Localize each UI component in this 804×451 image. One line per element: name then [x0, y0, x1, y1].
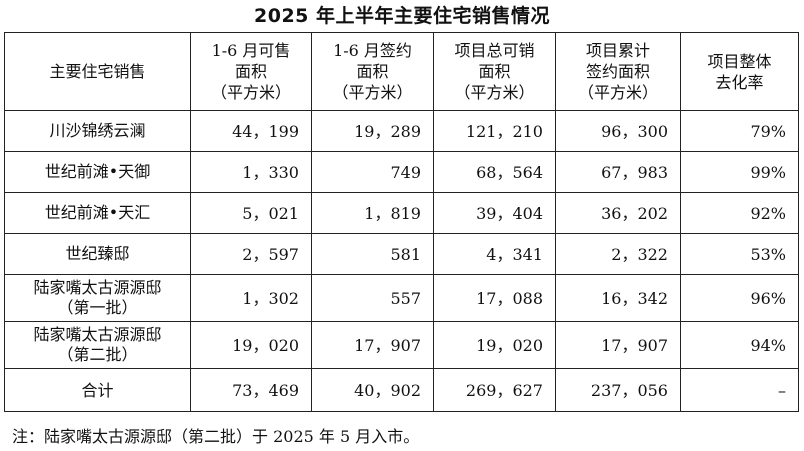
total-cumulative-area: 237，056	[555, 368, 681, 412]
rate-cell: 99%	[680, 151, 799, 193]
table-row: 陆家嘴太古源源邸 （第二批） 19，020 17，907 19，020 17，9…	[4, 321, 799, 369]
project-name: 陆家嘴太古源源邸 （第一批）	[4, 274, 191, 322]
total-area-cell: 68，564	[433, 151, 556, 193]
rate-cell: 53%	[680, 233, 799, 275]
project-name: 世纪臻邸	[4, 233, 191, 275]
total-area-cell: 121，210	[433, 110, 556, 152]
project-name: 世纪前滩•天汇	[4, 192, 191, 234]
header-total-sellable-area: 项目总可销 面积 （平方米）	[433, 32, 556, 111]
total-rate: –	[680, 368, 799, 412]
project-name: 川沙锦绣云澜	[4, 110, 191, 152]
rate-cell: 96%	[680, 274, 799, 322]
available-area-cell: 19，020	[190, 321, 312, 369]
page-title: 2025 年上半年主要住宅销售情况	[254, 5, 550, 27]
signed-area-cell: 557	[311, 274, 434, 322]
table-header-row: 主要住宅销售 1-6 月可售 面积 （平方米） 1-6 月签约 面积 （平方米）…	[4, 32, 799, 111]
cumulative-area-cell: 16，342	[555, 274, 681, 322]
header-cumulative-signed-area: 项目累计 签约面积 （平方米）	[555, 32, 681, 111]
header-sell-through-rate: 项目整体 去化率	[680, 32, 799, 111]
available-area-cell: 44，199	[190, 110, 312, 152]
total-label: 合计	[4, 368, 191, 412]
cumulative-area-cell: 17，907	[555, 321, 681, 369]
header-available-area: 1-6 月可售 面积 （平方米）	[190, 32, 312, 111]
table-row: 世纪臻邸 2，597 581 4，341 2，322 53%	[4, 233, 799, 275]
header-project: 主要住宅销售	[4, 32, 191, 111]
cumulative-area-cell: 96，300	[555, 110, 681, 152]
project-name: 世纪前滩•天御	[4, 151, 191, 193]
signed-area-cell: 749	[311, 151, 434, 193]
rate-cell: 79%	[680, 110, 799, 152]
sales-table: 主要住宅销售 1-6 月可售 面积 （平方米） 1-6 月签约 面积 （平方米）…	[4, 32, 799, 412]
signed-area-cell: 1，819	[311, 192, 434, 234]
rate-cell: 92%	[680, 192, 799, 234]
total-available-area: 73，469	[190, 368, 312, 412]
signed-area-cell: 19，289	[311, 110, 434, 152]
available-area-cell: 2，597	[190, 233, 312, 275]
signed-area-cell: 17，907	[311, 321, 434, 369]
cumulative-area-cell: 67，983	[555, 151, 681, 193]
total-signed-area: 40，902	[311, 368, 434, 412]
header-signed-area: 1-6 月签约 面积 （平方米）	[311, 32, 434, 111]
table-row: 川沙锦绣云澜 44，199 19，289 121，210 96，300 79%	[4, 110, 799, 152]
project-name: 陆家嘴太古源源邸 （第二批）	[4, 321, 191, 369]
total-area-cell: 19，020	[433, 321, 556, 369]
available-area-cell: 1，302	[190, 274, 312, 322]
signed-area-cell: 581	[311, 233, 434, 275]
available-area-cell: 1，330	[190, 151, 312, 193]
rate-cell: 94%	[680, 321, 799, 369]
total-area-cell: 17，088	[433, 274, 556, 322]
table-row: 世纪前滩•天汇 5，021 1，819 39，404 36，202 92%	[4, 192, 799, 234]
total-area-cell: 39，404	[433, 192, 556, 234]
cumulative-area-cell: 2，322	[555, 233, 681, 275]
total-sellable-area: 269，627	[433, 368, 556, 412]
cumulative-area-cell: 36，202	[555, 192, 681, 234]
total-area-cell: 4，341	[433, 233, 556, 275]
footnote: 注：陆家嘴太古源源邸（第二批）于 2025 年 5 月入市。	[12, 427, 420, 446]
total-row: 合计 73，469 40，902 269，627 237，056 –	[4, 368, 799, 412]
table-row: 世纪前滩•天御 1，330 749 68，564 67，983 99%	[4, 151, 799, 193]
table-row: 陆家嘴太古源源邸 （第一批） 1，302 557 17，088 16，342 9…	[4, 274, 799, 322]
available-area-cell: 5，021	[190, 192, 312, 234]
